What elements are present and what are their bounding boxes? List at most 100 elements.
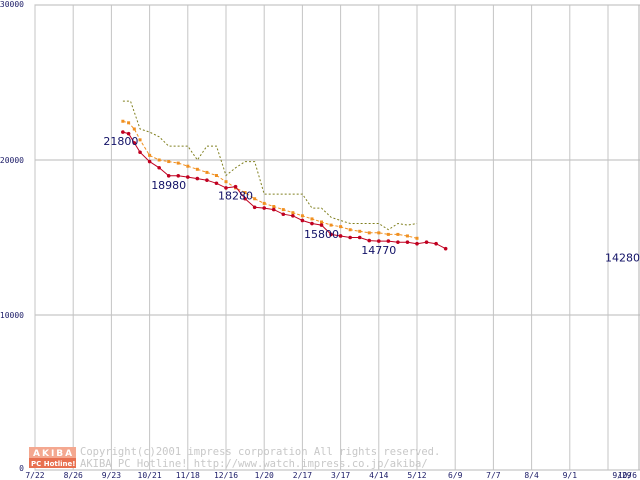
series-point-min (338, 234, 343, 238)
y-tick-label: 10000 (0, 311, 24, 320)
series-point-avg (127, 121, 131, 125)
series-point-min (147, 159, 152, 164)
series-point-min (271, 207, 276, 212)
series-point-avg (224, 180, 228, 184)
series-point-min (176, 174, 181, 178)
x-tick-label: 7/22 (25, 471, 44, 480)
series-point-min (386, 239, 391, 243)
x-tick-label: 10/6 (618, 471, 637, 480)
series-point-min (443, 246, 448, 251)
series-point-min (126, 131, 131, 136)
series-point-avg (310, 217, 314, 221)
copyright-line: Copyright(c)2001 impress corporation All… (80, 446, 440, 458)
x-tick-label: 7/7 (486, 471, 501, 480)
series-point-avg (148, 153, 152, 157)
series-point-min (138, 150, 142, 155)
x-tick-label: 9/29 (612, 471, 631, 480)
series-point-min (300, 218, 305, 223)
series-point-min (434, 241, 438, 246)
logo-box-bottom (29, 458, 76, 468)
series-point-avg (205, 170, 209, 174)
y-tick-label: 20000 (0, 156, 24, 165)
series-point-min (205, 178, 209, 182)
series-point-avg (121, 119, 125, 123)
series-point-min (224, 186, 228, 190)
series-point-min (396, 240, 400, 244)
series-point-min (377, 239, 381, 243)
x-tick-label: 8/4 (524, 471, 539, 480)
data-label: 21800 (103, 135, 138, 148)
series-point-avg (377, 231, 381, 235)
series-point-avg (405, 234, 409, 238)
series-point-min (214, 181, 219, 186)
series-point-min (357, 235, 362, 240)
x-tick-label: 1/20 (255, 471, 274, 480)
x-tick-label: 6/9 (448, 471, 463, 480)
series-point-min (132, 141, 137, 145)
logo-text-bottom: PC Hotline! (31, 460, 75, 468)
series-point-min (319, 223, 324, 227)
series-point-avg (386, 232, 390, 236)
series-point-avg (214, 174, 218, 177)
site-url-line: AKIBA PC Hotline! http://www.watch.impre… (80, 458, 428, 470)
series-point-avg (262, 201, 266, 205)
series-point-avg (157, 158, 161, 162)
data-label: 18980 (151, 179, 186, 192)
series-point-avg (253, 197, 257, 201)
watermark: AKIBA PC Hotline! Copyright(c)2001 impre… (29, 446, 440, 470)
data-labels: 21800 18980 18280 15800 14770 14280 (103, 135, 640, 265)
data-label: 18280 (218, 190, 253, 203)
series-point-avg (339, 225, 343, 229)
series-point-avg (176, 161, 180, 165)
series-point-min (281, 212, 286, 217)
series-point-min (415, 241, 419, 246)
series-point-min (291, 214, 295, 218)
series-point-min (348, 235, 352, 240)
x-tick-label: 12/16 (214, 471, 238, 480)
logo-text-top: AKIBA (33, 449, 74, 459)
series-point-min (157, 165, 161, 170)
series-point-avg (300, 214, 304, 218)
series-point-avg (186, 164, 190, 168)
x-tick-label: 3/17 (331, 471, 350, 480)
series-point-avg (138, 138, 142, 142)
y-tick-label: 0 (19, 464, 24, 473)
series-point-min (405, 240, 410, 244)
series-point-avg (358, 229, 362, 233)
x-tick-label: 4/14 (369, 471, 388, 480)
series-point-min (121, 130, 125, 134)
x-axis-ticks: 7/22 8/26 9/23 10/21 11/18 12/16 1/20 2/17 3/17 4… (25, 471, 637, 480)
series-line-max (122, 100, 418, 231)
series-point-avg (281, 208, 285, 212)
series-point-avg (243, 191, 247, 195)
x-tick-label: 8/26 (64, 471, 83, 480)
x-tick-label: 9/23 (102, 471, 121, 480)
series-point-min (252, 205, 257, 210)
series-point-min (186, 175, 190, 179)
series-point-avg (195, 167, 199, 171)
y-axis-ticks: 0 10000 20000 30000 (0, 0, 24, 473)
series-point-avg (132, 127, 136, 131)
series-point-min (233, 184, 238, 189)
series-point-avg (348, 228, 352, 232)
data-label: 14770 (361, 244, 396, 257)
series-point-avg (367, 231, 371, 235)
series-layer (121, 100, 448, 251)
series-point-min (424, 240, 429, 244)
series-point-avg (320, 220, 323, 224)
x-tick-label: 5/12 (407, 471, 426, 480)
logo-box-top (29, 447, 76, 458)
series-point-avg (167, 160, 171, 164)
series-point-min (367, 238, 372, 243)
y-tick-label: 30000 (0, 0, 24, 9)
data-label: 14280 (605, 252, 640, 265)
series-point-avg (272, 205, 276, 208)
x-tick-label: 9/1 (563, 471, 578, 480)
series-point-min (329, 232, 333, 237)
series-point-min (243, 196, 247, 201)
series-point-avg (329, 223, 333, 227)
series-point-avg (415, 236, 419, 240)
series-point-min (262, 206, 267, 210)
x-tick-label: 11/18 (176, 471, 200, 480)
